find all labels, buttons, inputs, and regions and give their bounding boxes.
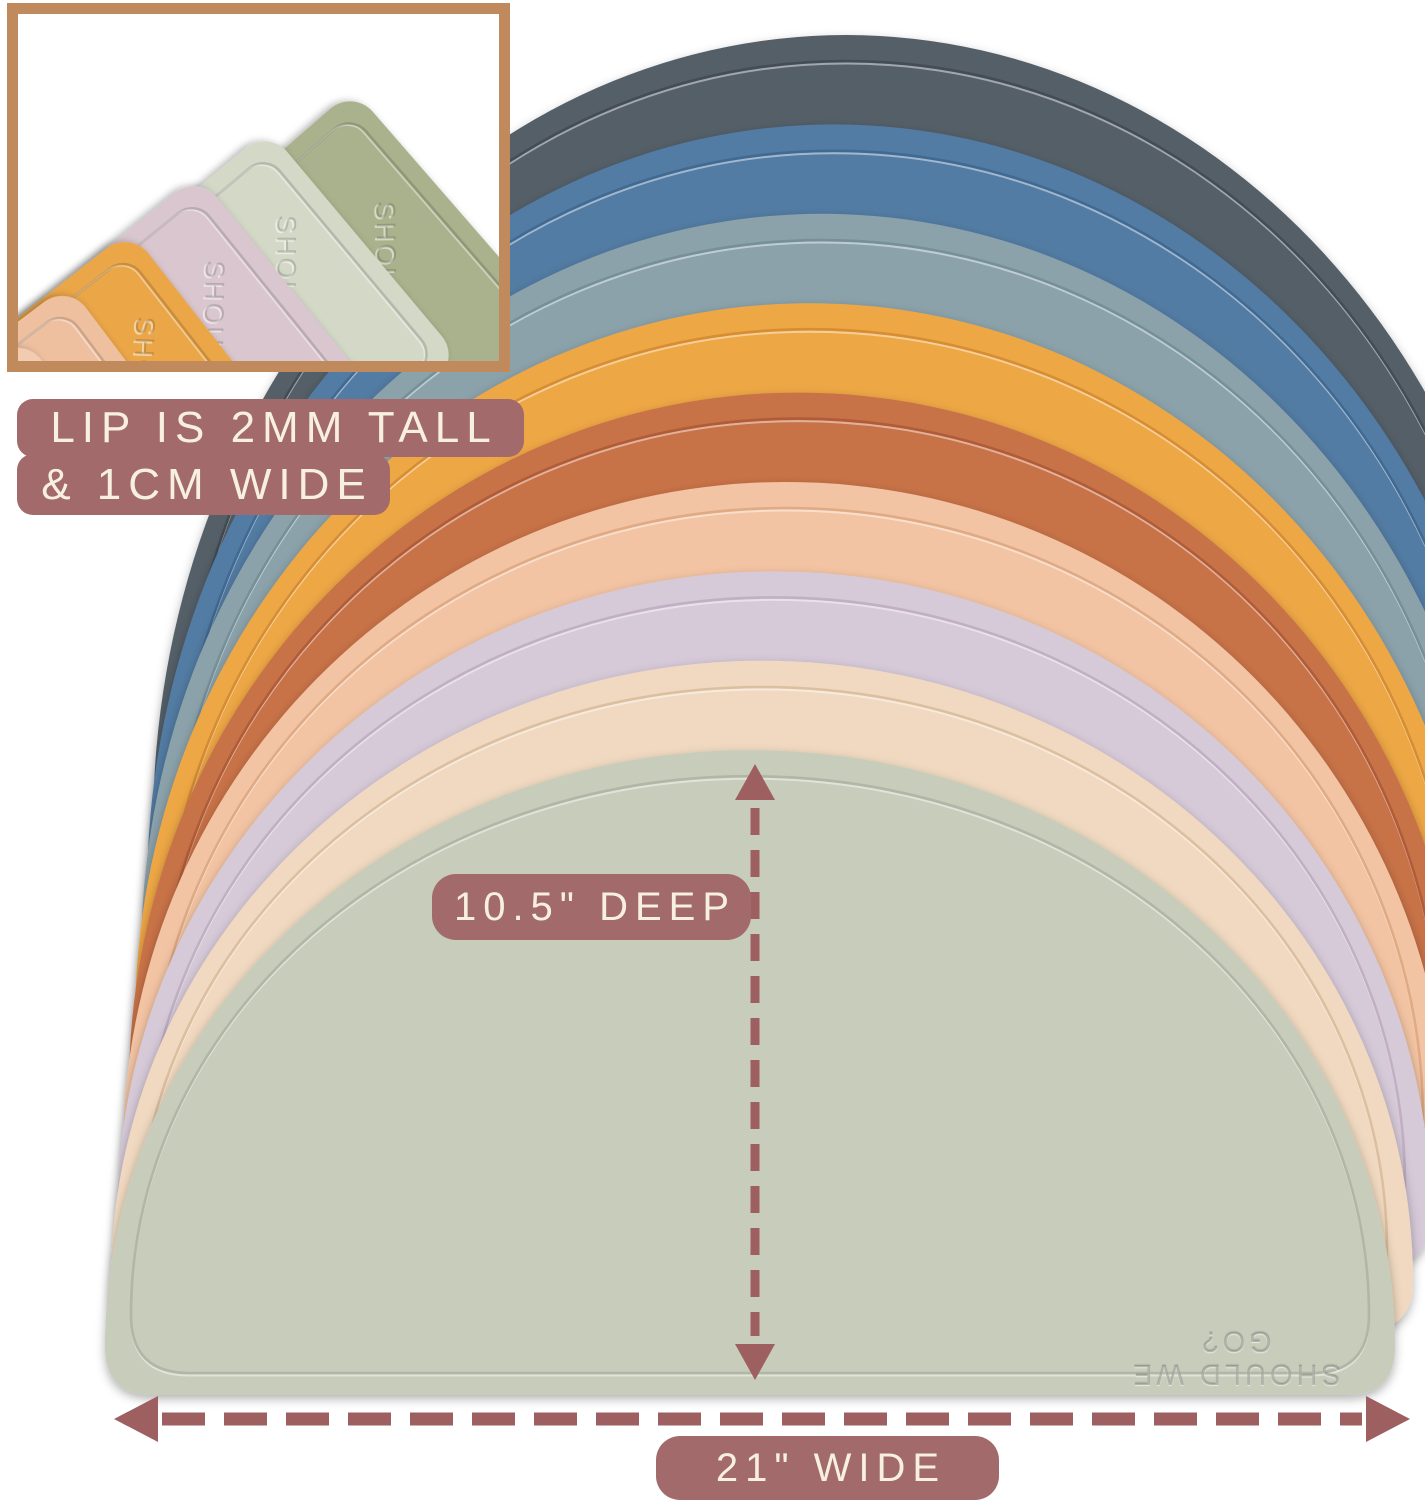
placemat-groove-highlight	[141, 598, 1407, 1247]
placemat-groove-highlight	[129, 777, 1371, 1377]
placemat-groove	[141, 596, 1407, 1245]
placemat-groove	[135, 685, 1389, 1310]
placemat-groove	[153, 417, 1425, 1115]
placemat-lilac	[117, 571, 1425, 1265]
lip-callout-line2: & 1CM WIDE	[17, 454, 390, 515]
depth-dimension-label: 10.5" DEEP	[432, 874, 751, 940]
lip-detail-mats: SHOULD WE GO?SHOULD WE GO?SHOULD WE GO?S…	[18, 101, 499, 361]
placemat-sage	[105, 750, 1395, 1395]
placemat-peach	[123, 482, 1425, 1200]
placemat-groove	[129, 774, 1371, 1375]
width-dimension-label: 21" WIDE	[656, 1436, 999, 1500]
placemat-groove	[147, 506, 1425, 1180]
placemat-groove-highlight	[135, 688, 1389, 1312]
placemat-groove-highlight	[147, 509, 1425, 1182]
placemat-cream	[111, 660, 1413, 1330]
embossed-brand-text: SHOULD WE GO?	[1129, 1325, 1341, 1390]
depth-arrow	[735, 764, 775, 1380]
lip-detail-inset: SHOULD WE GO?SHOULD WE GO?SHOULD WE GO?S…	[7, 3, 510, 372]
lip-callout-line1: LIP IS 2MM TALL	[17, 399, 524, 457]
placemat-groove-highlight	[153, 420, 1425, 1117]
